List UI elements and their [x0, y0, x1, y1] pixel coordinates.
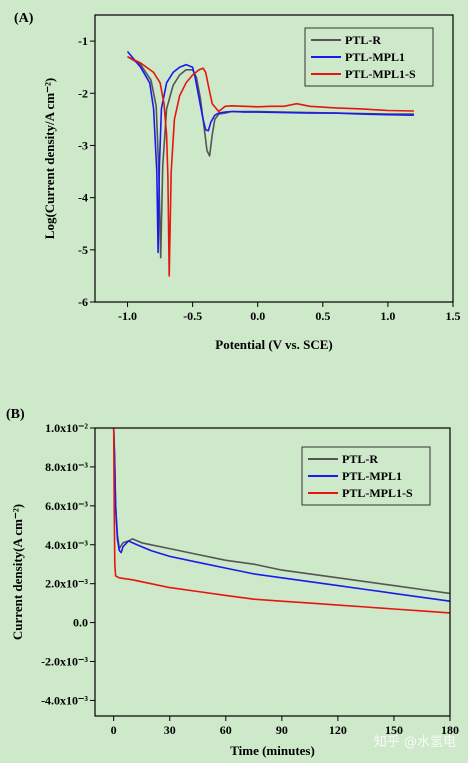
watermark-text: 知乎 @水氢电 [374, 734, 456, 750]
y-tick-label: 0.0 [73, 616, 88, 630]
legend-label: PTL-MPL1-S [342, 486, 413, 500]
y-tick-label: 8.0x10⁻³ [45, 460, 88, 474]
legend-label: PTL-R [342, 452, 378, 466]
chart-panel-b: (B) 0 30 60 90 120 150 180 1.0x10⁻² 8.0x10⁻³ 6.0… [6, 407, 459, 758]
series-line [126, 50, 414, 254]
y-tick-label: 6.0x10⁻³ [45, 499, 88, 513]
x-tick-label: 90 [276, 723, 288, 737]
y-tick-label: 1.0x10⁻² [45, 421, 88, 435]
legend-label: PTL-MPL1 [342, 469, 402, 483]
x-tick-label: 0.5 [315, 309, 330, 323]
plot-area-b [112, 427, 451, 614]
series-line [112, 427, 451, 602]
plot-frame-a [94, 14, 454, 303]
y-tick-label: -3 [78, 138, 88, 152]
x-tick-label: 0 [111, 723, 117, 737]
y-tick-label: -4.0x10⁻³ [41, 693, 88, 707]
y-axis-label-a: Log(Current density/A cm⁻²) [42, 78, 57, 239]
y-tick-label: -4 [78, 191, 88, 205]
y-axis-label-b: Current density(A cm⁻²) [10, 504, 25, 640]
x-tick-label: -0.5 [183, 309, 202, 323]
series-line [127, 55, 414, 277]
x-axis-a: -1.0 -0.5 0.0 0.5 1.0 1.5 [118, 302, 461, 323]
x-tick-label: 0.0 [250, 309, 265, 323]
legend-box [301, 446, 431, 506]
x-tick-label: 180 [441, 723, 459, 737]
plot-frame-b [94, 427, 451, 717]
series-line [112, 427, 451, 614]
y-tick-label: 4.0x10⁻³ [45, 538, 88, 552]
x-tick-label: 150 [385, 723, 403, 737]
x-axis-label-a: Potential (V vs. SCE) [215, 337, 332, 352]
legend-label: PTL-R [345, 33, 381, 47]
y-axis-b: 1.0x10⁻² 8.0x10⁻³ 6.0x10⁻³ 4.0x10⁻³ 2.0x10⁻³… [41, 421, 95, 707]
panel-label-b: (B) [6, 407, 25, 422]
panel-label-a: (A) [14, 11, 34, 26]
x-tick-label: 1.5 [446, 309, 461, 323]
y-axis-a: -1 -2 -3 -4 -5 -6 [78, 34, 95, 309]
x-tick-label: 1.0 [380, 309, 395, 323]
legend-a: PTL-R PTL-MPL1 PTL-MPL1-S [304, 27, 434, 87]
x-tick-label: -1.0 [118, 309, 137, 323]
legend-label: PTL-MPL1 [345, 50, 405, 64]
legend-label: PTL-MPL1-S [345, 67, 416, 81]
y-tick-label: -2.0x10⁻³ [41, 655, 88, 669]
y-tick-label: 2.0x10⁻³ [45, 577, 88, 591]
x-tick-label: 60 [220, 723, 232, 737]
chart-panel-a: (A) -1.0 -0.5 0.0 0.5 1.0 1.5 -1 -2 -3 -4 -5 -6 PT… [14, 11, 461, 352]
x-axis-label-b: Time (minutes) [230, 743, 315, 758]
y-tick-label: -1 [78, 34, 88, 48]
y-tick-label: -5 [78, 243, 88, 257]
series-line [112, 427, 451, 595]
y-tick-label: -2 [78, 86, 88, 100]
x-axis-b: 0 30 60 90 120 150 180 [111, 716, 459, 737]
x-tick-label: 120 [329, 723, 347, 737]
plot-area-a [126, 50, 414, 277]
y-tick-label: -6 [78, 295, 88, 309]
legend-box [304, 27, 434, 87]
legend-b: PTL-R PTL-MPL1 PTL-MPL1-S [301, 446, 431, 506]
x-tick-label: 30 [164, 723, 176, 737]
